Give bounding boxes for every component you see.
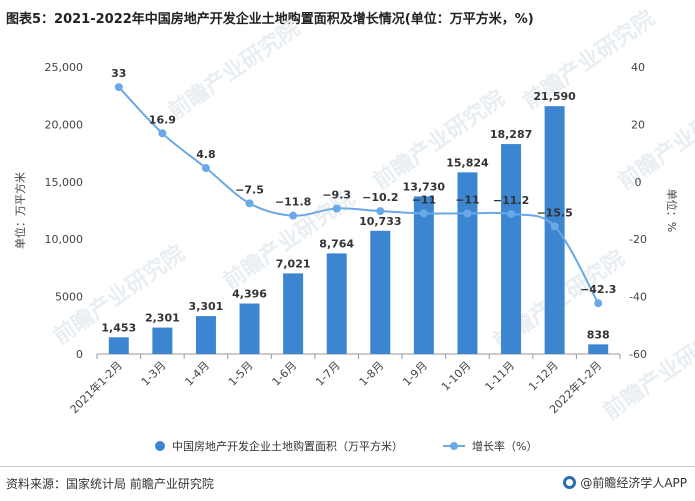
legend-line-marker: [450, 442, 458, 450]
line-value-label: −10.2: [362, 191, 398, 204]
bar-value-label: 21,590: [533, 90, 576, 103]
x-tick-label: 1-12月: [526, 359, 561, 394]
line-value-label: 16.9: [149, 113, 176, 126]
x-tick-label: 2021年1-2月: [67, 358, 125, 416]
x-tick-label: 1-3月: [139, 359, 169, 389]
y-tick-label: 25,000: [45, 61, 84, 74]
x-tick-label: 1-6月: [270, 359, 300, 389]
x-tick-label: 1-7月: [313, 359, 343, 389]
legend: 中国房地产开发企业土地购置面积（万平方米） 增长率（%）: [155, 439, 537, 453]
line-point: [332, 204, 341, 213]
bar-value-label: 3,301: [189, 300, 224, 313]
line-point: [158, 129, 167, 138]
x-tick-label: 1-11月: [483, 359, 518, 394]
x-tick-label: 1-9月: [400, 359, 430, 389]
footer: 资料来源：国家统计局 前瞻产业研究院 @前瞻经济学人APP: [0, 466, 695, 501]
bar: [370, 230, 391, 354]
line-point: [594, 299, 603, 308]
y-tick-label: 10,000: [45, 233, 84, 246]
line-point: [550, 222, 559, 231]
bar: [195, 316, 216, 354]
line-value-label: −15.5: [536, 206, 572, 219]
line-value-label: −42.3: [580, 283, 616, 296]
bar-value-label: 7,021: [276, 257, 311, 270]
x-tick-label: 1-4月: [182, 359, 212, 389]
y2-tick-label: 20: [631, 118, 645, 131]
line-series: 33 16.9 4.8 −7.5 −11.8 −9.3 −10.2 −11 −11 −11.2 −1…: [111, 67, 616, 308]
bar-value-label: 15,824: [446, 156, 489, 169]
watermark-text: 前瞻产业研究院: [599, 315, 695, 425]
y-tick-label: 15,000: [45, 176, 84, 189]
line-point: [114, 83, 123, 92]
bar-value-label: 838: [587, 328, 610, 341]
bar: [457, 172, 478, 354]
line-value-label: −7.5: [235, 183, 264, 196]
bar-value-label: 4,396: [232, 288, 267, 301]
y-tick-label: 0: [76, 348, 83, 361]
y2-tick-label: 40: [631, 61, 645, 74]
bar-value-label: 10,733: [359, 215, 401, 228]
y2-axis-label: 单位：%: [665, 189, 679, 232]
x-tick-label: 1-8月: [357, 359, 387, 389]
y2-tick-label: 0: [635, 176, 642, 189]
bar: [413, 196, 434, 354]
line-point: [376, 207, 385, 216]
bar: [326, 253, 347, 354]
brand-label: @前瞻经济学人APP: [580, 476, 687, 490]
watermark-text: 前瞻产业研究院: [369, 85, 510, 195]
brand: @前瞻经济学人APP: [563, 474, 687, 491]
line-value-label: −11: [455, 193, 480, 206]
y2-tick-label: -20: [629, 233, 647, 246]
legend-line-label: 增长率（%）: [472, 439, 537, 453]
bar: [588, 344, 609, 354]
bar-value-label: 18,287: [490, 128, 532, 141]
line-point: [289, 211, 298, 220]
source-note: 资料来源：国家统计局 前瞻产业研究院: [6, 477, 214, 491]
line-point: [419, 209, 428, 218]
legend-bar-label: 中国房地产开发企业土地购置面积（万平方米）: [172, 439, 403, 453]
bar-value-label: 2,301: [145, 312, 180, 325]
line-value-label: −11: [412, 193, 437, 206]
line-point: [463, 209, 472, 218]
y-axis-label: 单位：万平方米: [13, 172, 27, 249]
watermark-text: 前瞻产业研究院: [614, 85, 695, 195]
chart-title: 图表5：2021-2022年中国房地产开发企业土地购置面积及增长情况(单位：万平…: [6, 12, 534, 27]
bar: [283, 273, 304, 354]
bar: [501, 144, 522, 354]
watermark-text: 前瞻产业研究院: [164, 15, 305, 125]
line-value-label: −11.2: [493, 194, 529, 207]
bar-value-label: 1,453: [101, 321, 136, 334]
y-tick-label: 5000: [55, 291, 83, 304]
legend-bar-marker: [155, 441, 165, 451]
line-value-label: 4.8: [196, 148, 216, 161]
brand-logo-icon: [563, 476, 577, 489]
bar-value-label: 13,730: [403, 180, 446, 193]
x-tick-label: 1-5月: [226, 359, 256, 389]
chart: 前瞻产业研究院前瞻产业研究院前瞻产业研究院前瞻产业研究院前瞻产业研究院前瞻产业研…: [13, 5, 695, 453]
x-tick-label: 1-10月: [439, 359, 474, 394]
y2-tick-label: -40: [629, 291, 647, 304]
bar: [108, 337, 129, 354]
line-value-label: −11.8: [275, 196, 311, 209]
bar-value-label: 8,764: [319, 237, 354, 250]
line-point: [507, 209, 516, 218]
y-tick-label: 20,000: [45, 118, 84, 131]
bar-series: 1,453 2,301 3,301 4,396 7,021 8,764 10,733 13,7…: [101, 90, 610, 355]
line-point: [201, 164, 210, 173]
line-value-label: −9.3: [322, 188, 351, 201]
bar: [239, 303, 260, 354]
line-point: [245, 199, 254, 208]
bar: [152, 327, 173, 354]
line-value-label: 33: [111, 67, 126, 80]
y2-tick-label: -60: [629, 348, 647, 361]
